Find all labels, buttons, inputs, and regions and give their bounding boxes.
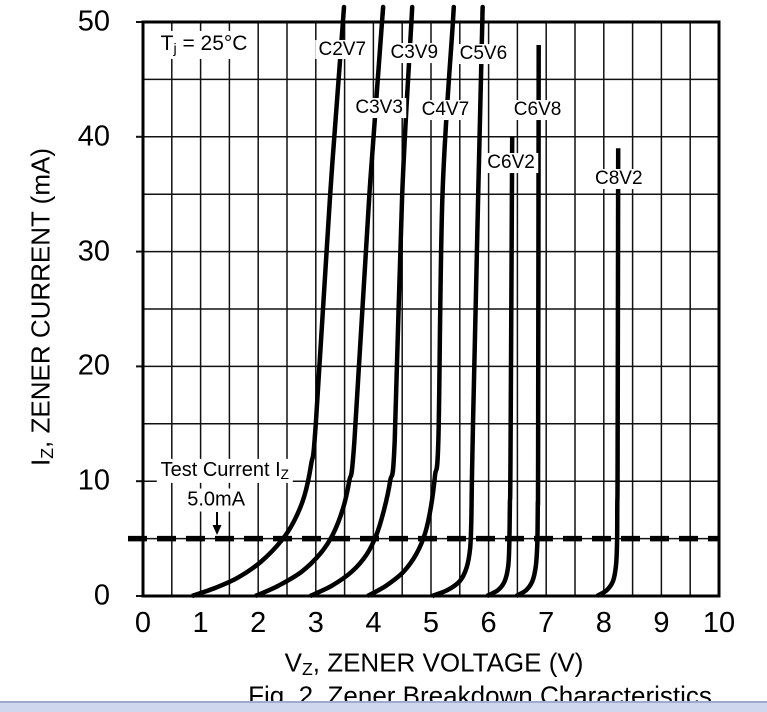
y-tick-label-30: 30 xyxy=(77,235,110,268)
x-tick-label-1: 1 xyxy=(192,606,209,639)
test-current-value: 5.0mA xyxy=(183,488,250,512)
plot-border xyxy=(141,20,721,598)
series-label-C6V2: C6V2 xyxy=(484,153,538,174)
series-label-C4V7: C4V7 xyxy=(418,100,473,121)
x-tick-label-3: 3 xyxy=(307,606,324,639)
series-curve-C5V6 xyxy=(431,4,485,599)
test-current-arrow xyxy=(212,512,222,535)
series-curve-C4V7 xyxy=(366,4,457,598)
series-curve-C6V8 xyxy=(515,44,541,598)
x-axis-title: VZ, ZENER VOLTAGE (V) xyxy=(284,647,584,680)
series-curve-C3V9 xyxy=(309,4,415,599)
series-label-C3V3: C3V3 xyxy=(352,98,406,119)
y-tick-label-40: 40 xyxy=(77,120,110,153)
test-current-subscript: Z xyxy=(280,466,289,482)
series-curve-C3V3 xyxy=(254,4,386,599)
series-label-C8V2: C8V2 xyxy=(592,169,646,190)
series-curves xyxy=(191,4,621,599)
y-tick-label-20: 20 xyxy=(77,349,110,382)
x-tick-label-8: 8 xyxy=(595,606,612,639)
page-footer-band xyxy=(0,701,767,712)
x-tick-label-5: 5 xyxy=(422,606,440,639)
x-tick-label-10: 10 xyxy=(702,606,736,639)
x-axis-title-subscript: Z xyxy=(301,659,313,680)
series-curve-C2V7 xyxy=(191,4,347,599)
y-axis-title-symbol: I xyxy=(25,458,56,466)
x-tick-label-6: 6 xyxy=(480,606,497,639)
series-label-C3V9: C3V9 xyxy=(387,43,442,63)
series-label-C6V8: C6V8 xyxy=(510,100,565,121)
x-tick-label-0: 0 xyxy=(134,606,152,639)
y-tick-label-50: 50 xyxy=(77,5,110,38)
y-tick-label-0: 0 xyxy=(93,579,110,612)
y-axis-title-text: , ZENER CURRENT (mA) xyxy=(25,148,56,448)
test-current-annotation: Test Current IZ xyxy=(156,458,293,483)
temperature-symbol: T xyxy=(160,31,174,55)
x-axis-title-text: , ZENER VOLTAGE (V) xyxy=(312,647,584,678)
series-label-C5V6: C5V6 xyxy=(456,44,511,65)
series-label-C2V7: C2V7 xyxy=(315,39,370,60)
temperature-annotation: Tj = 25°C xyxy=(155,30,253,60)
x-tick-label-7: 7 xyxy=(538,606,555,639)
x-axis-title-symbol: V xyxy=(284,647,302,678)
series-curve-C8V2 xyxy=(595,148,621,598)
temperature-subscript: j xyxy=(173,41,177,58)
y-tick-label-10: 10 xyxy=(77,464,110,497)
x-tick-label-4: 4 xyxy=(365,606,382,639)
y-axis-title-subscript: Z xyxy=(37,447,58,459)
series-curve-C6V2 xyxy=(485,136,515,599)
y-axis-title: IZ, ZENER CURRENT (mA) xyxy=(25,148,58,466)
x-tick-label-9: 9 xyxy=(653,606,670,639)
test-current-text: Test Current I xyxy=(160,458,281,481)
x-tick-label-2: 2 xyxy=(250,606,267,639)
temperature-value: = 25°C xyxy=(176,31,248,55)
